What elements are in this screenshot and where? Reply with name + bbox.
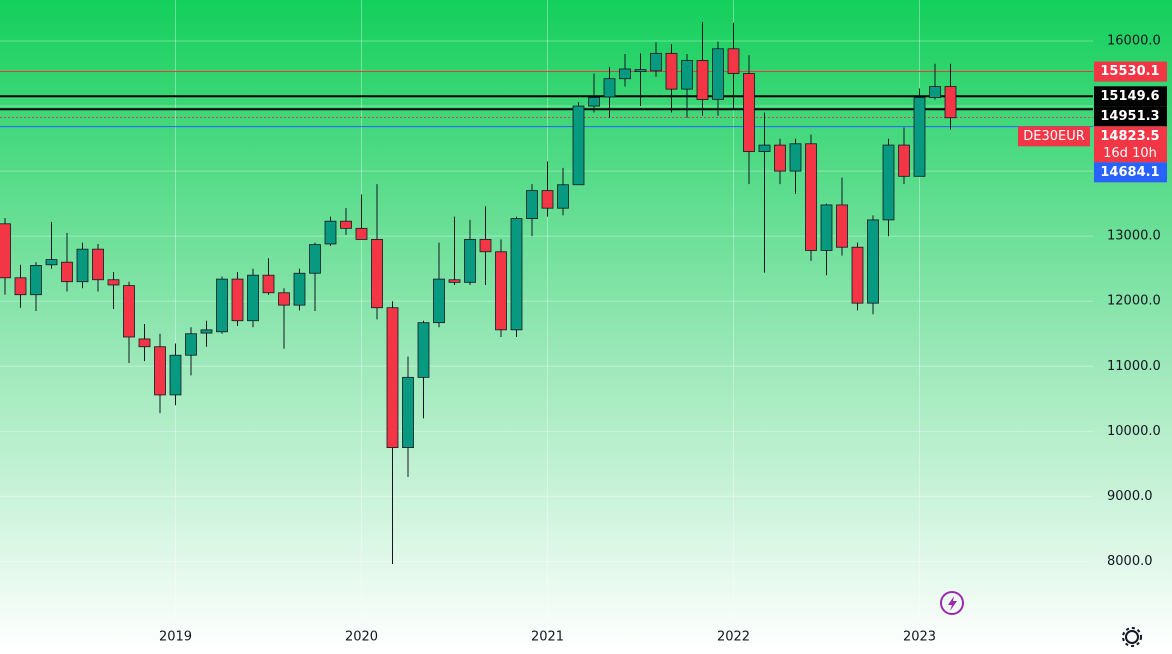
price-label: 15530.1: [1100, 64, 1159, 79]
candle-body: [634, 69, 647, 72]
candle-body: [216, 278, 228, 333]
candle-body: [510, 218, 523, 331]
x-tick-label: 2023: [903, 630, 936, 645]
candle-body: [743, 73, 755, 152]
candle-body: [479, 239, 492, 253]
candle-body: [944, 86, 957, 119]
candle-body: [340, 220, 352, 229]
candle-body: [107, 279, 120, 286]
candle-body: [417, 322, 430, 378]
candle-body: [557, 184, 569, 209]
candle-body: [92, 248, 104, 281]
y-tick-label: 8000.0: [1107, 554, 1153, 569]
y-tick-label: 16000.0: [1107, 33, 1161, 48]
candle-body: [45, 259, 58, 266]
candle-body: [154, 346, 166, 396]
candle-body: [324, 220, 337, 245]
candle-body: [278, 292, 290, 306]
candle-body: [464, 239, 476, 283]
candle-body: [696, 60, 709, 100]
candle-body: [309, 244, 321, 274]
candle-body: [30, 265, 42, 296]
price-label-bg: [1094, 106, 1167, 127]
candle-body: [913, 97, 926, 177]
candle-body: [138, 338, 151, 348]
candle-body: [789, 143, 802, 172]
x-tick-label: 2021: [531, 630, 564, 645]
candle-body: [681, 60, 693, 90]
candle-body: [541, 190, 554, 209]
candle-body: [572, 105, 585, 186]
candle-body: [882, 144, 895, 221]
price-label: 14684.1: [1100, 165, 1159, 180]
candle-body: [898, 144, 910, 177]
candle-body: [61, 261, 73, 283]
candle-body: [247, 274, 259, 322]
price-label-bg: [1094, 126, 1167, 163]
symbol-label-bg: [1018, 126, 1090, 147]
y-tick-label: 13000.0: [1107, 229, 1161, 244]
candle-body: [371, 239, 383, 309]
countdown-label: 16d 10h: [1103, 146, 1157, 161]
price-label: 14951.3: [1100, 109, 1159, 124]
y-tick-label: 12000.0: [1107, 294, 1161, 309]
candle-body: [820, 204, 833, 251]
x-tick-label: 2020: [345, 630, 378, 645]
candle-body: [123, 285, 135, 338]
candle-body: [76, 248, 89, 283]
price-label-bg: [1094, 162, 1167, 183]
candle-body: [588, 97, 600, 107]
symbol-label: DE30EUR: [1023, 129, 1085, 144]
candle-body: [169, 354, 182, 396]
candle-body: [293, 272, 306, 306]
candle-body: [758, 144, 771, 152]
candle-body: [402, 376, 414, 448]
y-tick-label: 10000.0: [1107, 424, 1161, 439]
candle-body: [526, 190, 538, 219]
candle-body: [805, 143, 817, 251]
candle-body: [727, 48, 740, 74]
candle-body: [867, 219, 879, 304]
candle-body: [262, 274, 275, 294]
candle-body: [665, 52, 678, 90]
candle-body: [355, 227, 368, 240]
candle-body: [712, 48, 724, 100]
candle-body: [448, 279, 461, 283]
y-tick-label: 9000.0: [1107, 489, 1153, 504]
candle-body: [836, 204, 848, 248]
candle-body: [185, 333, 197, 356]
candle-body: [495, 251, 507, 331]
settings-icon[interactable]: [1122, 627, 1142, 647]
candle-body: [386, 307, 399, 448]
price-label-bg: [1094, 61, 1167, 82]
candle-body: [929, 86, 941, 98]
x-tick-label: 2019: [159, 630, 192, 645]
y-tick-label: 11000.0: [1107, 359, 1161, 374]
candle-body: [619, 68, 631, 80]
lightning-icon[interactable]: [940, 591, 964, 615]
price-label: 15149.6: [1100, 89, 1159, 104]
price-label-bg: [1094, 86, 1167, 107]
price-label: 14823.5: [1100, 129, 1159, 144]
candle-body: [851, 246, 864, 304]
candle-body: [603, 78, 616, 98]
candle-body: [774, 144, 786, 172]
x-tick-label: 2022: [717, 630, 750, 645]
candle-body: [0, 223, 11, 279]
candle-body: [200, 329, 213, 334]
candle-body: [433, 278, 445, 324]
candle-body: [650, 52, 662, 72]
candle-body: [14, 277, 27, 296]
candle-body: [231, 278, 244, 322]
